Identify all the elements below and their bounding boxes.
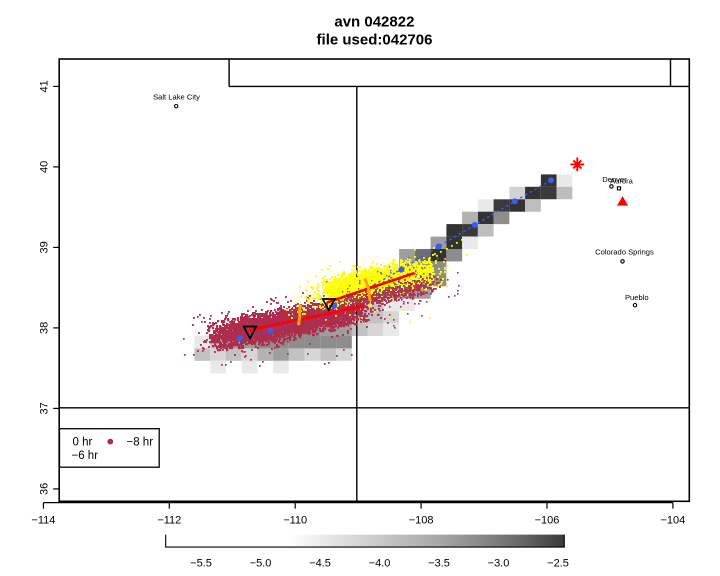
svg-text:−6 hr: −6 hr	[72, 450, 99, 462]
svg-text:41: 41	[39, 80, 51, 92]
svg-text:37: 37	[39, 402, 51, 414]
svg-text:−5.5: −5.5	[190, 558, 212, 570]
svg-text:Denver: Denver	[602, 175, 627, 184]
svg-text:38: 38	[39, 322, 51, 334]
svg-text:−108: −108	[409, 515, 434, 527]
svg-text:Pueblo: Pueblo	[625, 293, 649, 302]
svg-text:−112: −112	[157, 515, 181, 527]
svg-text:Colorado Springs: Colorado Springs	[595, 248, 654, 257]
svg-text:file used:042706: file used:042706	[317, 31, 433, 48]
svg-text:39: 39	[39, 241, 51, 253]
svg-text:Aurora: Aurora	[610, 177, 634, 186]
svg-text:0 hr: 0 hr	[73, 437, 93, 449]
svg-text:−5.0: −5.0	[250, 558, 272, 570]
svg-text:−110: −110	[283, 515, 307, 527]
svg-text:−2.5: −2.5	[547, 558, 569, 570]
svg-text:−104: −104	[661, 515, 686, 527]
svg-text:avn 042822: avn 042822	[334, 13, 414, 30]
svg-text:−4.0: −4.0	[369, 558, 391, 570]
svg-text:Salt Lake City: Salt Lake City	[153, 93, 200, 102]
svg-text:36: 36	[39, 483, 51, 495]
svg-text:−3.5: −3.5	[428, 558, 450, 570]
svg-text:−3.0: −3.0	[488, 558, 510, 570]
svg-text:−106: −106	[535, 515, 560, 527]
svg-text:40: 40	[39, 161, 51, 173]
svg-text:−4.5: −4.5	[309, 558, 331, 570]
svg-text:−114: −114	[31, 515, 55, 527]
svg-text:−8 hr: −8 hr	[127, 437, 154, 449]
